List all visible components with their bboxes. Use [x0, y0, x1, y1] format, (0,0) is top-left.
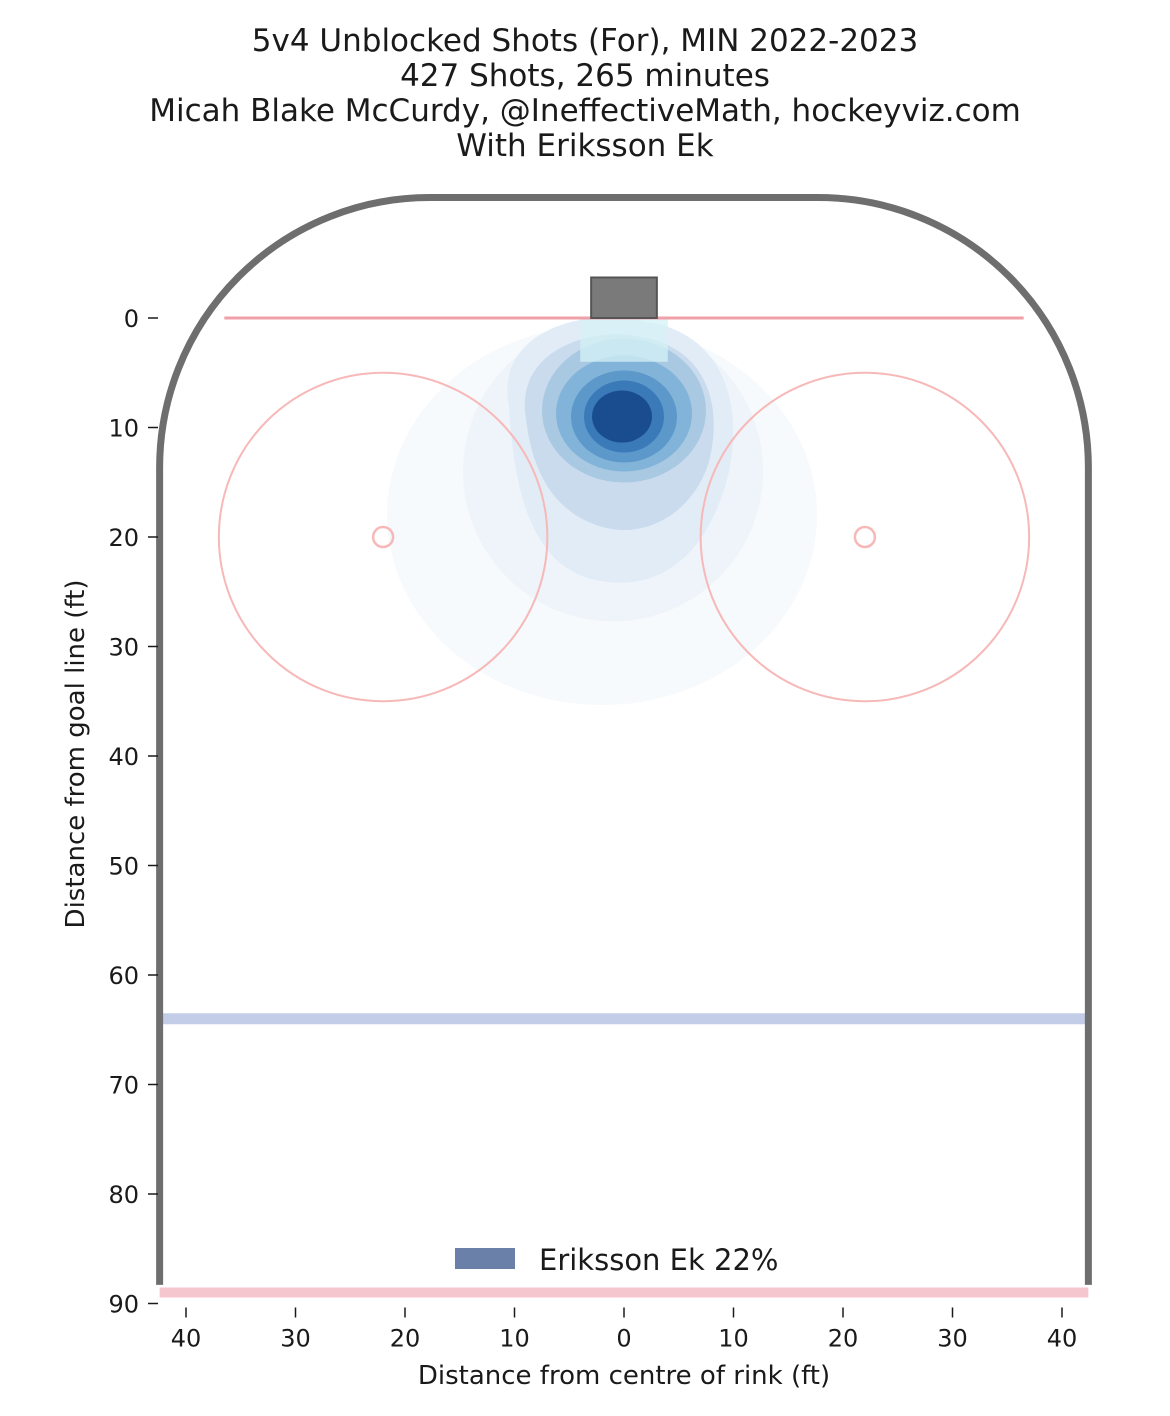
title-line-1: 5v4 Unblocked Shots (For), MIN 2022-2023 — [251, 23, 919, 59]
x-axis-label: Distance from centre of rink (ft) — [418, 1361, 830, 1391]
x-tick-label: 30 — [937, 1325, 968, 1353]
right-faceoff-circle — [699, 371, 1031, 703]
x-tick-label: 20 — [390, 1325, 421, 1353]
rink-markings — [156, 194, 1092, 1298]
y-tick-label: 80 — [108, 1181, 139, 1209]
y-tick-label: 20 — [108, 524, 139, 552]
legend: Eriksson Ek 22% — [455, 1243, 778, 1277]
left-faceoff-circle — [217, 371, 549, 703]
left-faceoff-dot — [371, 525, 395, 549]
y-tick-label: 30 — [108, 634, 139, 662]
y-axis-label: Distance from goal line (ft) — [61, 580, 91, 929]
goal-net — [590, 276, 658, 319]
right-faceoff-dot — [853, 525, 877, 549]
x-tick-label: 40 — [171, 1325, 202, 1353]
legend-label: Eriksson Ek 22% — [539, 1243, 778, 1277]
x-tick-label: 10 — [499, 1325, 530, 1353]
y-tick-label: 10 — [108, 415, 139, 443]
density-level-9 — [592, 390, 652, 443]
axes: 0 10 20 30 40 50 60 70 80 90 40 30 20 10 0 10 20 30 40 Dist… — [61, 305, 1077, 1391]
title-line-3: Micah Blake McCurdy, @IneffectiveMath, h… — [149, 93, 1021, 129]
x-tick-label: 20 — [828, 1325, 859, 1353]
x-tick-label: 10 — [718, 1325, 749, 1353]
shot-density-heatmap — [387, 317, 818, 706]
y-tick-label: 0 — [124, 305, 139, 333]
y-tick-label: 90 — [108, 1291, 139, 1319]
y-tick-label: 50 — [108, 853, 139, 881]
crease-area — [580, 318, 668, 362]
x-tick-label: 0 — [616, 1325, 631, 1353]
y-tick-label: 40 — [108, 743, 139, 771]
chart-title: 5v4 Unblocked Shots (For), MIN 2022-2023… — [0, 24, 1170, 164]
rink-boards — [156, 194, 1092, 1285]
legend-swatch — [455, 1248, 515, 1269]
y-tick-label: 70 — [108, 1072, 139, 1100]
y-tick-label: 60 — [108, 962, 139, 990]
x-tick-label: 30 — [280, 1325, 311, 1353]
title-line-2: 427 Shots, 265 minutes — [400, 58, 770, 94]
x-tick-label: 40 — [1047, 1325, 1078, 1353]
title-line-4: With Eriksson Ek — [456, 128, 714, 164]
